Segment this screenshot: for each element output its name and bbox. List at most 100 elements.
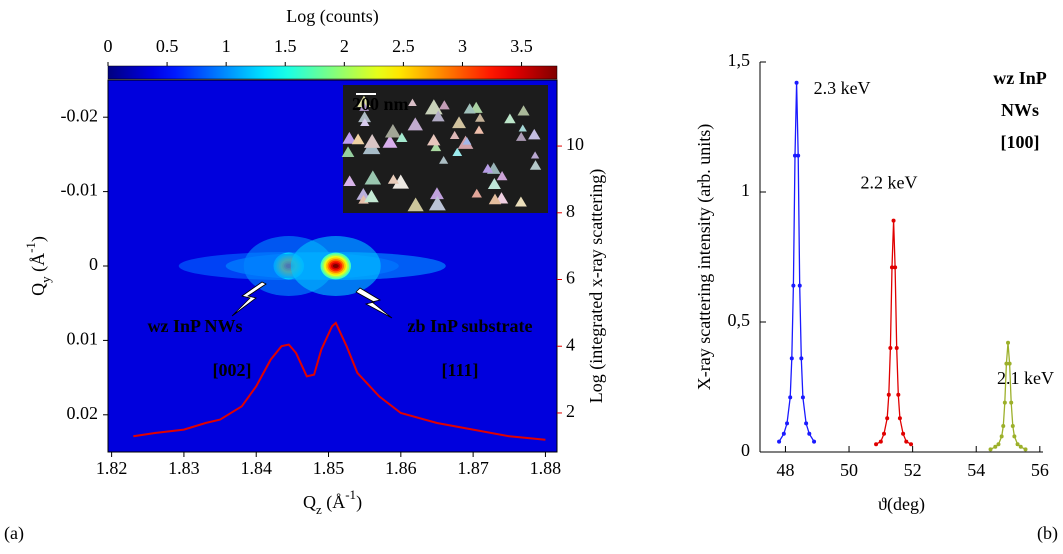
x-tick-label: 1.84 (240, 458, 272, 478)
inset-crystal (449, 130, 460, 140)
label-part: (Å (322, 492, 346, 513)
data-point (796, 153, 801, 158)
data-point (781, 431, 786, 436)
y-tick-label: 1 (741, 180, 750, 200)
label-part: Q (303, 492, 316, 512)
data-point (791, 283, 796, 288)
y2-tick-label: 4 (566, 334, 575, 354)
inset-crystal (360, 118, 370, 127)
inset-crystal (384, 124, 401, 138)
data-point (1002, 400, 1007, 405)
annotation: [111] (441, 360, 478, 380)
y2-tick-label: 10 (566, 134, 584, 154)
inset-crystal (342, 131, 357, 144)
data-point (789, 356, 794, 361)
inset-crystal (343, 175, 356, 187)
y-tick-label: 0.01 (67, 329, 99, 349)
arrow-bolt (231, 281, 267, 317)
series-label: 2.1 keV (997, 368, 1054, 388)
data-point (878, 439, 883, 444)
data-point (993, 444, 998, 449)
data-point (896, 392, 901, 397)
data-point (1010, 424, 1015, 428)
label-part: -1 (23, 242, 38, 253)
series-line (990, 342, 1026, 450)
y2-tick-label: 6 (566, 268, 575, 288)
colorbar-tick-label: 3.5 (510, 36, 533, 56)
inset-crystal (364, 170, 382, 185)
axis-label: Qy (Å-1) (23, 236, 53, 296)
y2-axis-label: Log (integrated x-ray scattering) (586, 169, 607, 403)
inset-crystal (530, 151, 540, 159)
annotation: [100] (1001, 132, 1040, 152)
x-tick-label: 50 (840, 460, 858, 480)
data-point (988, 447, 993, 452)
data-point (885, 416, 890, 421)
data-point (1018, 444, 1023, 449)
inset-crystal (387, 174, 399, 184)
data-point (777, 439, 782, 444)
colorbar-tick-label: 0 (104, 36, 113, 56)
x-tick-label: 56 (1031, 460, 1049, 480)
data-point (1023, 447, 1028, 452)
inset-crystal (518, 124, 527, 132)
series-label: 2.2 keV (861, 173, 918, 193)
x-tick-label: 52 (904, 460, 922, 480)
colorbar-tick-label: 1.5 (274, 36, 297, 56)
data-point (785, 421, 790, 426)
inset-crystal (515, 196, 527, 207)
y2-tick-label: 2 (566, 401, 575, 421)
data-point (794, 80, 799, 85)
inset-crystal (474, 113, 485, 122)
inset-crystal (359, 102, 370, 111)
data-point (874, 442, 879, 447)
inset-crystal (357, 95, 371, 107)
y-tick-label: 1,5 (728, 50, 751, 70)
data-point (889, 265, 894, 270)
inset-crystal (482, 163, 494, 173)
heatmap-spot (332, 264, 339, 268)
label-part: -1 (345, 487, 356, 502)
colorbar-tick-label: 3 (458, 36, 467, 56)
inset-crystal (358, 111, 372, 123)
inset-crystal (438, 100, 450, 110)
inset-crystal (529, 160, 542, 170)
data-point (904, 439, 909, 444)
label-part: (Å (28, 253, 49, 277)
colorbar-tick-label: 2.5 (392, 36, 415, 56)
inset-crystal (462, 137, 472, 145)
label-part: ) (356, 492, 362, 513)
data-point (1006, 340, 1011, 345)
arrow-bolt (355, 287, 393, 319)
inset-crystal (382, 135, 398, 148)
colorbar-tick-label: 2 (340, 36, 349, 56)
annotation: NWs (1001, 100, 1039, 120)
x-tick-label: 54 (967, 460, 985, 480)
data-point (1009, 400, 1014, 405)
data-point (882, 431, 887, 436)
scale-bar-label: 200 nm (352, 94, 409, 114)
y-tick-label: -0.02 (61, 105, 99, 125)
x-tick-label: 48 (776, 460, 794, 480)
panel-label: (a) (4, 523, 24, 544)
data-point (897, 416, 902, 421)
data-point (812, 439, 817, 444)
label-part: z (316, 502, 322, 517)
data-point (888, 346, 893, 350)
data-point (891, 218, 896, 223)
inset-crystal (515, 131, 527, 141)
x-tick-label: 1.87 (457, 458, 489, 478)
y-tick-label: 0.02 (67, 403, 99, 423)
data-point (792, 153, 797, 158)
data-point (894, 346, 899, 350)
panel-label: (b) (1037, 523, 1058, 544)
inset-crystal (351, 133, 365, 145)
annotation: zb InP substrate (407, 316, 532, 336)
x-tick-label: 1.85 (313, 458, 345, 478)
label-part: y (38, 276, 53, 283)
y-tick-label: 0,5 (728, 310, 751, 330)
data-point (797, 283, 802, 288)
series-line (778, 82, 815, 442)
data-point (886, 392, 891, 397)
inset-crystal (488, 193, 502, 205)
